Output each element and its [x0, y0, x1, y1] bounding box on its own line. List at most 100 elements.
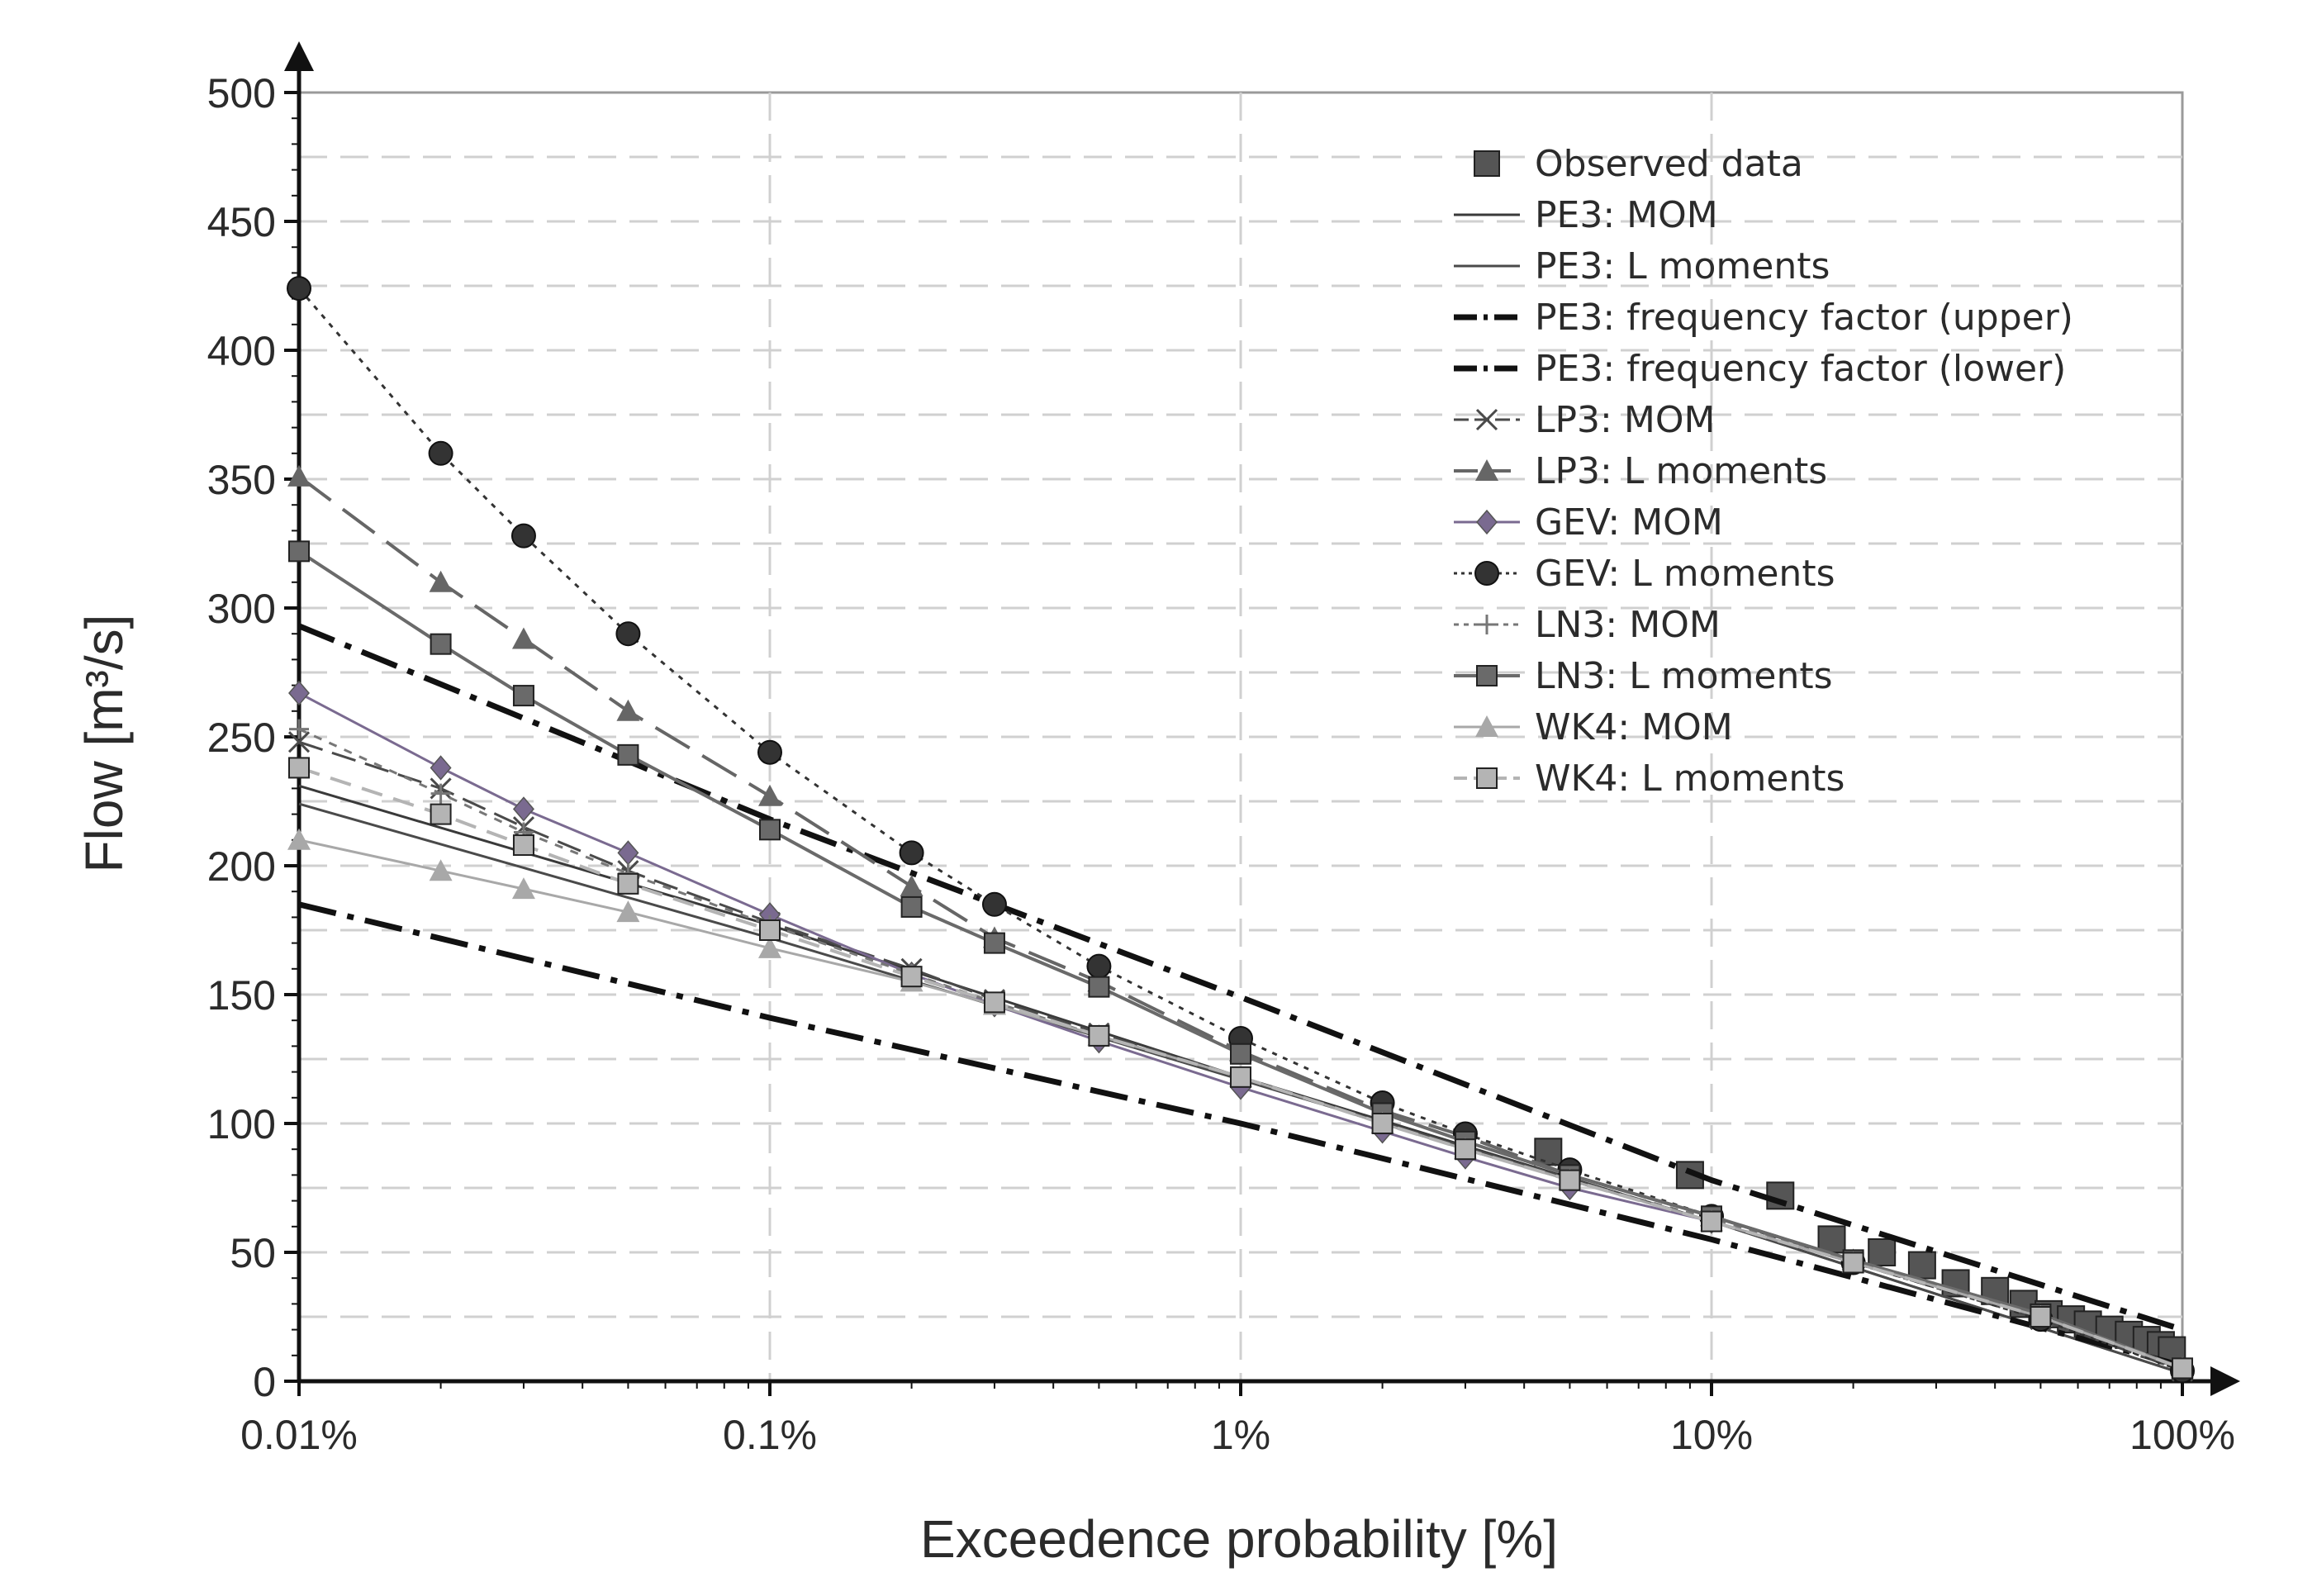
series-line — [298, 766, 2183, 1370]
legend-item: PE3: L moments — [1454, 245, 1830, 287]
data-marker — [287, 464, 311, 487]
legend-item: WK4: L moments — [1454, 758, 1845, 800]
data-marker — [1475, 715, 1498, 737]
legend-label: GEV: L moments — [1535, 553, 1835, 595]
data-marker — [900, 874, 923, 896]
data-marker — [616, 900, 640, 923]
data-marker — [617, 872, 639, 895]
data-marker — [759, 819, 781, 841]
data-marker — [1454, 1138, 1476, 1161]
legend-item: GEV: L moments — [1454, 553, 1835, 595]
data-marker — [2030, 1306, 2052, 1328]
data-marker — [1088, 976, 1110, 998]
axes — [284, 41, 2240, 1396]
data-marker — [288, 540, 310, 563]
data-marker — [289, 719, 309, 739]
data-marker — [1477, 615, 1497, 634]
legend-label: WK4: L moments — [1535, 758, 1845, 800]
legend-item: PE3: frequency factor (upper) — [1454, 297, 2073, 339]
series-4 — [298, 901, 2183, 1369]
data-marker — [510, 523, 536, 549]
series-3 — [297, 623, 2184, 1332]
x-axis-title: Exceedence probability [%] — [920, 1509, 1558, 1569]
data-marker — [1907, 1251, 1936, 1280]
legend-item: LN3: L moments — [1454, 655, 1833, 697]
legend-label: PE3: L moments — [1535, 245, 1830, 287]
data-marker — [615, 621, 641, 647]
legend-item: LP3: L moments — [1454, 450, 1827, 492]
data-marker — [757, 739, 782, 765]
y-tick-label: 50 — [230, 1230, 276, 1276]
x-tick-label: 1% — [1211, 1412, 1270, 1458]
data-marker — [511, 627, 535, 649]
x-tick-label: 0.01% — [240, 1412, 358, 1458]
series-line — [297, 623, 2184, 1332]
y-tick-label: 100 — [207, 1101, 276, 1147]
legend-label: WK4: MOM — [1535, 706, 1733, 748]
data-marker — [981, 891, 1007, 917]
y-tick-label: 0 — [253, 1359, 276, 1405]
data-marker — [1559, 1169, 1581, 1191]
grid — [297, 91, 2184, 1383]
data-marker — [511, 877, 535, 900]
legend-label: PE3: frequency factor (lower) — [1535, 348, 2066, 390]
legend-label: GEV: MOM — [1535, 501, 1723, 544]
data-marker — [899, 840, 924, 866]
y-axis-arrow — [284, 41, 314, 71]
legend-label: LN3: MOM — [1535, 604, 1721, 646]
x-axis-arrow — [2210, 1366, 2240, 1396]
x-tick-label: 0.1% — [723, 1412, 817, 1458]
data-marker — [983, 932, 1005, 954]
x-tick-label: 100% — [2129, 1412, 2235, 1458]
data-marker — [430, 783, 451, 804]
y-tick-label: 200 — [207, 843, 276, 890]
legend-item: Observed data — [1474, 143, 1803, 185]
data-marker — [430, 633, 452, 655]
data-marker — [430, 803, 452, 825]
series-line — [297, 549, 2183, 1370]
data-marker — [287, 731, 311, 753]
series-layer — [287, 276, 2195, 1384]
tick-labels: 0 50 100 150 200 250 300 350 400 450 500 0.01% 0.1% 1… — [207, 70, 2235, 1458]
legend-label: PE3: frequency factor (upper) — [1535, 297, 2073, 339]
data-marker — [1476, 767, 1498, 789]
data-marker — [288, 680, 310, 706]
legend-label: Observed data — [1535, 143, 1803, 185]
data-marker — [1476, 509, 1498, 535]
data-marker — [759, 919, 781, 941]
y-axis-title: Flow [m³/s] — [74, 615, 134, 873]
data-marker — [1817, 1225, 1846, 1254]
data-marker — [1475, 408, 1498, 431]
data-marker — [1475, 459, 1498, 481]
data-marker — [428, 440, 453, 466]
legend-label: PE3: MOM — [1535, 194, 1718, 236]
data-marker — [1371, 1113, 1394, 1134]
data-marker — [512, 834, 534, 857]
y-tick-label: 300 — [207, 586, 276, 632]
legend-item: WK4: MOM — [1454, 706, 1733, 748]
data-marker — [512, 685, 534, 707]
series-12 — [288, 757, 2193, 1380]
y-tick-label: 250 — [207, 715, 276, 761]
legend-label: LP3: MOM — [1535, 399, 1715, 441]
data-marker — [287, 276, 311, 302]
data-marker — [900, 966, 923, 988]
data-marker — [1086, 953, 1112, 979]
legend-item: LP3: MOM — [1454, 399, 1715, 441]
legend-item: PE3: MOM — [1454, 194, 1718, 236]
data-marker — [616, 699, 640, 721]
y-tick-label: 350 — [207, 457, 276, 503]
data-marker — [1534, 1138, 1563, 1166]
y-tick-label: 450 — [207, 199, 276, 245]
x-tick-label: 10% — [1670, 1412, 1753, 1458]
data-marker — [617, 743, 639, 766]
data-marker — [1474, 150, 1500, 177]
data-marker — [288, 757, 310, 779]
data-marker — [758, 784, 781, 806]
data-marker — [758, 936, 781, 958]
data-marker — [1701, 1210, 1722, 1233]
legend: Observed data PE3: MOM PE3: L moments PE3: … — [1454, 143, 2073, 800]
data-marker — [430, 755, 452, 781]
legend-item: LN3: MOM — [1454, 604, 1721, 646]
